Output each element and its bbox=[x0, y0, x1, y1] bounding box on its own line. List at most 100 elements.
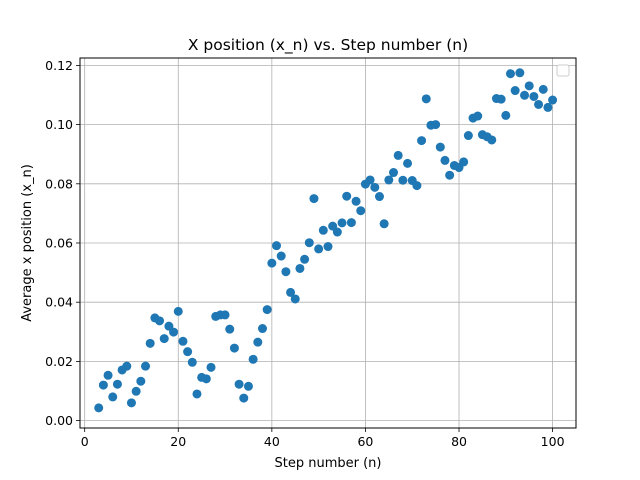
data-point bbox=[445, 170, 455, 180]
data-points bbox=[94, 68, 558, 413]
data-point bbox=[229, 343, 239, 353]
y-tick-label: 0.04 bbox=[45, 295, 73, 310]
x-axis-ticks: 0 20 40 60 80 100 bbox=[81, 428, 565, 449]
data-point bbox=[421, 94, 431, 104]
data-point bbox=[505, 69, 515, 79]
data-point bbox=[187, 357, 197, 367]
data-point bbox=[304, 238, 314, 248]
data-point bbox=[524, 81, 534, 91]
data-point bbox=[337, 218, 347, 228]
data-point bbox=[295, 263, 305, 273]
data-point bbox=[440, 155, 450, 165]
data-point bbox=[459, 157, 469, 167]
y-tick-label: 0.12 bbox=[45, 58, 73, 73]
data-point bbox=[548, 95, 558, 105]
data-point bbox=[510, 86, 520, 96]
data-point bbox=[487, 135, 497, 145]
legend-box bbox=[556, 64, 570, 77]
data-point bbox=[384, 175, 394, 185]
data-point bbox=[272, 241, 282, 251]
data-point bbox=[169, 327, 179, 337]
data-point bbox=[393, 150, 403, 160]
data-point bbox=[534, 99, 544, 109]
data-point bbox=[473, 111, 483, 121]
data-point bbox=[543, 102, 553, 112]
data-point bbox=[520, 90, 530, 100]
data-point bbox=[538, 84, 548, 94]
data-point bbox=[417, 136, 427, 146]
y-axis-label: Average x position (x_n) bbox=[20, 164, 35, 322]
data-point bbox=[257, 324, 267, 334]
data-point bbox=[300, 254, 310, 264]
data-point bbox=[281, 267, 291, 277]
data-point bbox=[318, 225, 328, 235]
data-point bbox=[515, 68, 525, 78]
data-point bbox=[103, 370, 113, 380]
grid-lines bbox=[80, 58, 576, 428]
data-point bbox=[290, 294, 300, 304]
data-point bbox=[309, 194, 319, 204]
data-point bbox=[220, 310, 230, 320]
data-point bbox=[276, 251, 286, 261]
data-point bbox=[225, 324, 235, 334]
chart-title: X position (x_n) vs. Step number (n) bbox=[188, 36, 468, 55]
data-point bbox=[239, 393, 249, 403]
data-point bbox=[370, 182, 380, 192]
data-point bbox=[206, 362, 216, 372]
y-axis-ticks: 0.00 0.02 0.04 0.06 0.08 0.10 0.12 bbox=[45, 58, 80, 428]
data-point bbox=[141, 361, 151, 371]
data-point bbox=[243, 381, 253, 391]
y-tick-label: 0.06 bbox=[45, 236, 73, 251]
data-point bbox=[126, 398, 136, 408]
data-point bbox=[379, 219, 389, 229]
x-tick-label: 80 bbox=[451, 434, 467, 449]
x-tick-label: 100 bbox=[541, 434, 565, 449]
x-axis-label: Step number (n) bbox=[275, 456, 382, 471]
data-point bbox=[253, 337, 263, 347]
data-point bbox=[398, 175, 408, 185]
data-point bbox=[131, 386, 141, 396]
data-point bbox=[356, 206, 366, 216]
data-point bbox=[435, 142, 445, 152]
data-point bbox=[323, 242, 333, 252]
data-point bbox=[192, 389, 202, 399]
data-point bbox=[529, 91, 539, 101]
data-point bbox=[178, 336, 188, 346]
data-point bbox=[431, 120, 441, 130]
data-point bbox=[496, 94, 506, 104]
data-point bbox=[501, 110, 511, 120]
data-point bbox=[234, 379, 244, 389]
data-point bbox=[155, 316, 165, 326]
data-point bbox=[351, 196, 361, 206]
data-point bbox=[183, 347, 193, 357]
data-point bbox=[332, 227, 342, 237]
data-point bbox=[248, 354, 258, 364]
y-tick-label: 0.00 bbox=[45, 413, 73, 428]
y-tick-label: 0.10 bbox=[45, 117, 73, 132]
data-point bbox=[262, 305, 272, 315]
data-point bbox=[286, 287, 296, 297]
data-point bbox=[122, 361, 132, 371]
data-point bbox=[136, 376, 146, 386]
data-point bbox=[94, 403, 104, 413]
data-point bbox=[374, 192, 384, 202]
data-point bbox=[342, 191, 352, 201]
data-point bbox=[346, 218, 356, 228]
data-point bbox=[267, 258, 277, 268]
y-tick-label: 0.02 bbox=[45, 354, 73, 369]
x-tick-label: 60 bbox=[357, 434, 373, 449]
data-point bbox=[108, 392, 118, 402]
x-tick-label: 0 bbox=[81, 434, 89, 449]
data-point bbox=[403, 158, 413, 168]
data-point bbox=[112, 379, 122, 389]
data-point bbox=[98, 380, 108, 390]
data-point bbox=[145, 338, 155, 348]
data-point bbox=[201, 374, 211, 384]
data-point bbox=[314, 244, 324, 254]
data-point bbox=[389, 168, 399, 178]
data-point bbox=[159, 334, 169, 344]
data-point bbox=[463, 131, 473, 141]
data-point bbox=[173, 306, 183, 316]
y-tick-label: 0.08 bbox=[45, 176, 73, 191]
